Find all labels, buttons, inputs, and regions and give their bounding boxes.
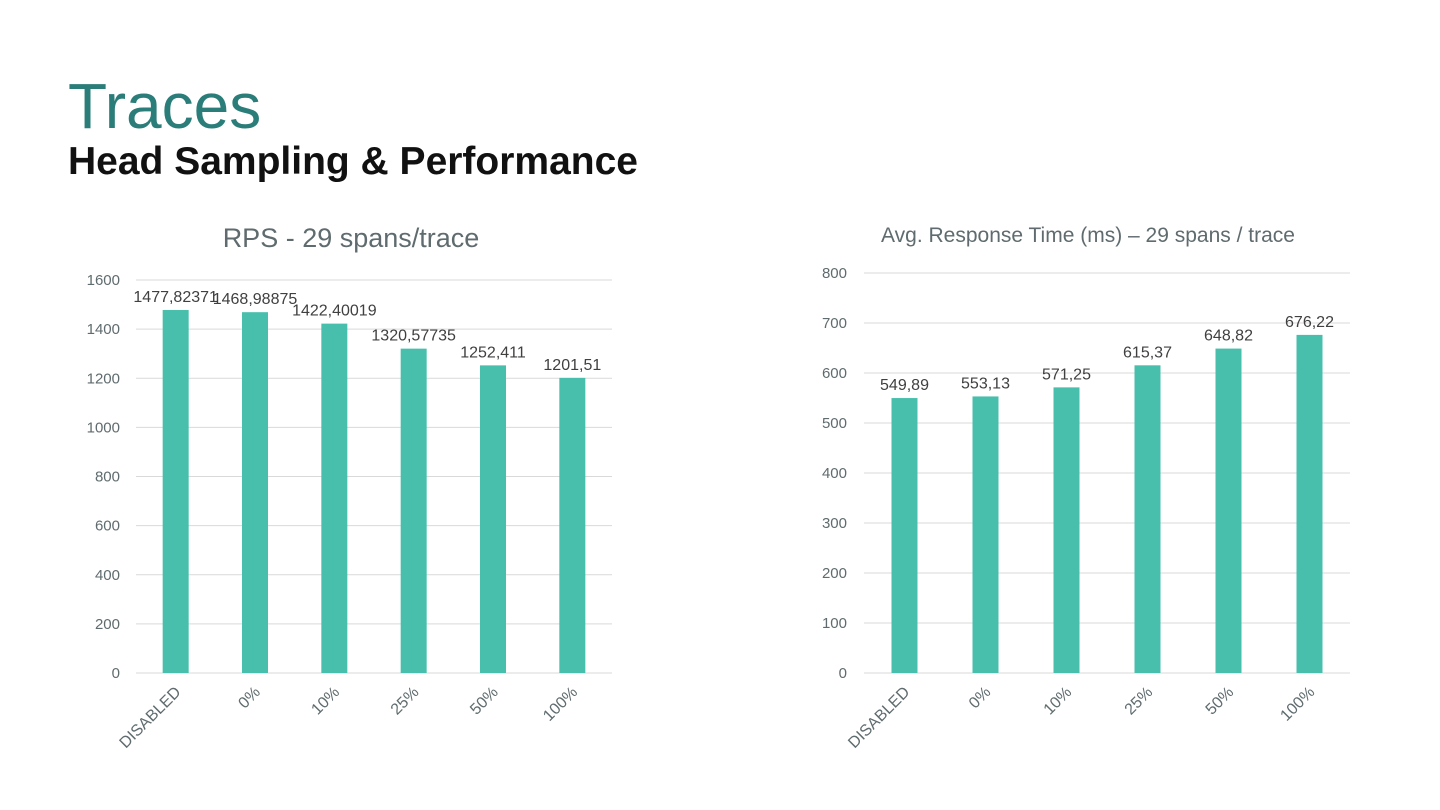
y-tick-label: 200 [822, 565, 847, 582]
bar [321, 323, 348, 673]
category-label: DISABLED [845, 684, 913, 752]
y-tick-label: 600 [95, 518, 120, 535]
rps-chart: 020040060080010001200140016001477,82371D… [87, 272, 612, 752]
data-label: 571,25 [1042, 366, 1091, 383]
y-tick-label: 0 [839, 665, 847, 682]
data-label: 549,89 [880, 377, 929, 394]
y-tick-label: 400 [95, 567, 120, 584]
y-tick-label: 400 [822, 465, 847, 482]
category-label: 0% [966, 684, 994, 712]
data-label: 553,13 [961, 375, 1010, 392]
y-tick-label: 600 [822, 365, 847, 382]
data-label: 1201,51 [543, 357, 601, 374]
y-tick-label: 1000 [87, 419, 120, 436]
y-tick-label: 200 [95, 616, 120, 633]
bar [1053, 387, 1080, 673]
bar [1296, 334, 1323, 673]
bar [480, 365, 506, 673]
bar [1215, 348, 1242, 673]
y-tick-label: 300 [822, 515, 847, 532]
response-time-chart-title: Avg. Response Time (ms) – 29 spans / tra… [881, 224, 1295, 247]
slide-title: Traces [68, 70, 262, 142]
y-tick-label: 700 [822, 315, 847, 332]
bar [400, 348, 427, 673]
y-tick-label: 800 [95, 469, 120, 486]
category-label: 50% [1203, 684, 1238, 719]
data-label: 676,22 [1285, 314, 1334, 331]
y-tick-label: 0 [112, 665, 120, 682]
rps-chart-title: RPS - 29 spans/trace [222, 223, 480, 253]
data-label: 1468,98875 [213, 291, 298, 308]
data-label: 1422,40019 [292, 303, 377, 320]
y-tick-label: 1400 [87, 321, 120, 338]
y-tick-label: 1600 [87, 272, 120, 289]
y-tick-label: 100 [822, 615, 847, 632]
bar [242, 312, 268, 673]
y-tick-label: 800 [822, 265, 847, 282]
bar [891, 398, 918, 673]
data-label: 1320,57735 [371, 328, 456, 345]
slide-subtitle: Head Sampling & Performance [68, 140, 638, 183]
bar [559, 377, 586, 673]
data-label: 1252,411 [460, 344, 526, 361]
category-label: 25% [1122, 684, 1157, 719]
data-label: 1477,82371 [133, 289, 218, 306]
category-label: 100% [1277, 684, 1318, 725]
y-tick-label: 500 [822, 415, 847, 432]
bar [162, 310, 189, 673]
bar [972, 396, 999, 673]
data-label: 615,37 [1123, 344, 1172, 361]
data-label: 648,82 [1204, 328, 1253, 345]
bar [1134, 365, 1161, 673]
category-label: 10% [1041, 684, 1076, 719]
y-tick-label: 1200 [87, 370, 120, 387]
